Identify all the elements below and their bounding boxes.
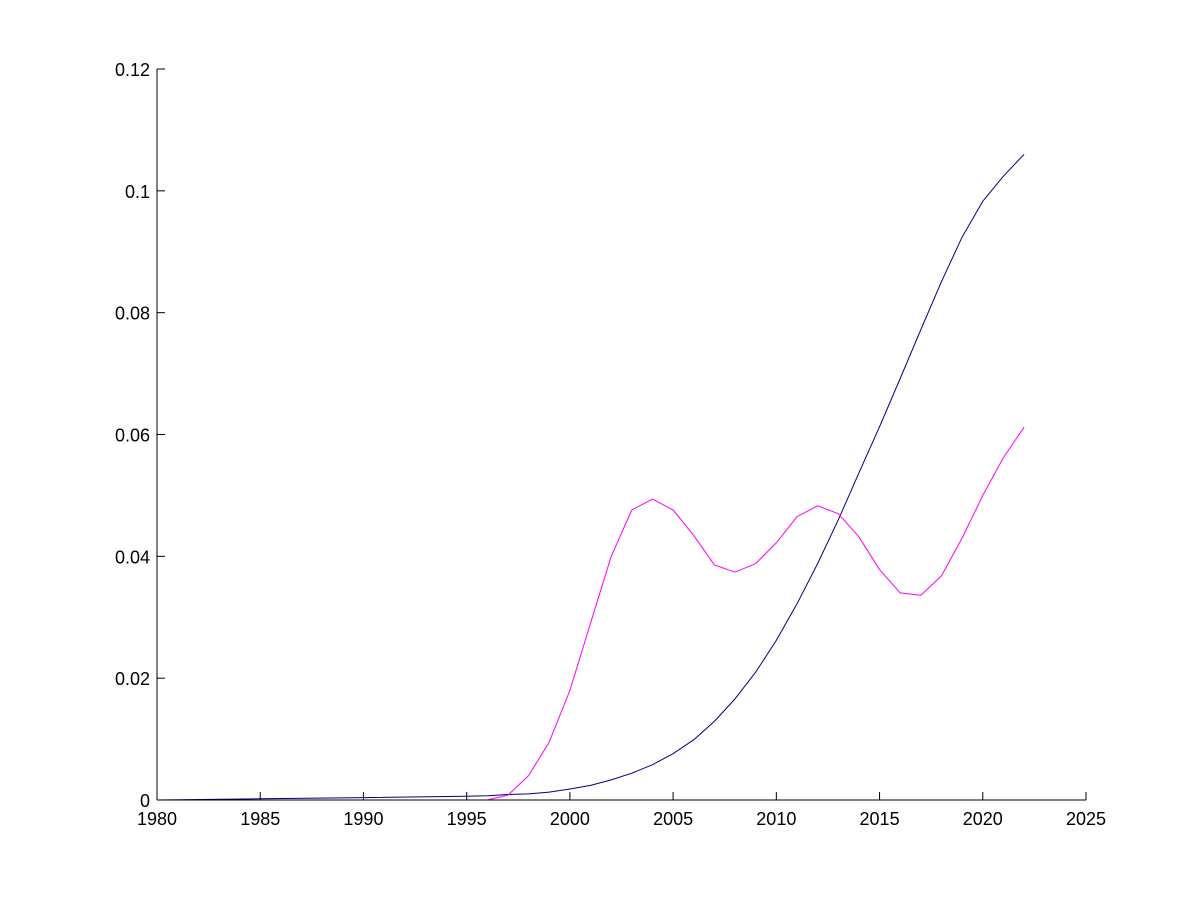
x-tick-label: 2020 bbox=[963, 809, 1003, 829]
x-tick-label: 2005 bbox=[653, 809, 693, 829]
series-layer bbox=[156, 153, 1025, 801]
y-tick-label: 0.06 bbox=[115, 426, 150, 446]
y-tick-label: 0 bbox=[140, 791, 150, 811]
x-tick-label: 1985 bbox=[240, 809, 280, 829]
series-line-2 bbox=[157, 426, 1025, 801]
x-tick-label: 2025 bbox=[1066, 809, 1106, 829]
x-tick-label: 2000 bbox=[550, 809, 590, 829]
series-line-1 bbox=[156, 153, 1025, 801]
y-tick-label: 0.02 bbox=[115, 669, 150, 689]
axes bbox=[156, 69, 1086, 801]
x-ticks: 1980 1985 1990 1995 2000 2005 2010 2015 2020 2025 bbox=[137, 792, 1106, 829]
y-tick-label: 0.08 bbox=[115, 304, 150, 324]
x-tick-label: 1995 bbox=[447, 809, 487, 829]
x-tick-label: 2015 bbox=[860, 809, 900, 829]
y-ticks: 0 0.02 0.04 0.06 0.08 0.1 0.12 bbox=[115, 60, 165, 811]
y-tick-label: 0.1 bbox=[125, 182, 150, 202]
y-tick-label: 0.12 bbox=[115, 60, 150, 80]
x-tick-label: 1980 bbox=[137, 809, 177, 829]
y-tick-label: 0.04 bbox=[115, 547, 150, 567]
x-tick-label: 2010 bbox=[756, 809, 796, 829]
x-tick-label: 1990 bbox=[343, 809, 383, 829]
